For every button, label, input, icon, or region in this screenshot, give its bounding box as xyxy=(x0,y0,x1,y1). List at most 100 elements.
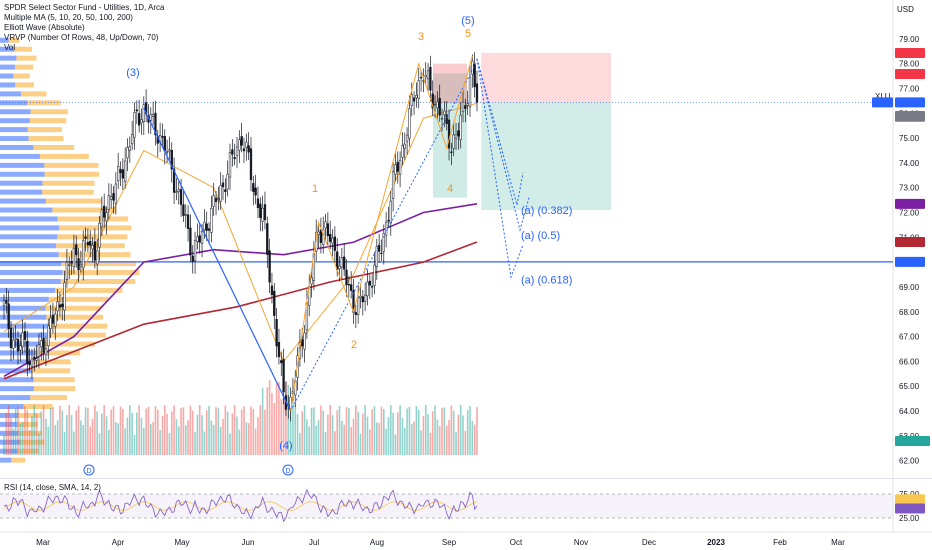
volume-bar xyxy=(168,433,171,455)
price-tick: 66.00 xyxy=(899,357,920,366)
profile-row-up xyxy=(0,91,21,97)
candle-body xyxy=(33,356,36,359)
volume-bar xyxy=(285,381,287,455)
volume-bar xyxy=(238,429,241,455)
indicator-vrvp[interactable]: VRVP (Number Of Rows, 48, Up/Down, 70) xyxy=(4,33,159,42)
volume-bar xyxy=(280,398,283,455)
volume-bar xyxy=(42,405,45,455)
candle-body xyxy=(357,297,360,316)
symbol-title[interactable]: SPDR Select Sector Fund - Utilities, 1D,… xyxy=(4,3,165,12)
profile-row-up xyxy=(0,368,32,374)
wave-label-2: 2 xyxy=(351,339,357,351)
candle-body xyxy=(459,114,462,140)
volume-bar xyxy=(215,407,217,455)
profile-row-down xyxy=(52,207,117,213)
profile-row-down xyxy=(44,162,99,168)
profile-row-up xyxy=(0,46,15,52)
candle-body xyxy=(117,165,120,181)
volume-bar xyxy=(278,381,280,455)
candle-body xyxy=(100,209,104,228)
moving-average-line xyxy=(3,102,478,363)
volume-bar xyxy=(219,426,222,455)
candle-body xyxy=(429,66,432,91)
time-tick: Sep xyxy=(442,538,457,547)
profile-row-down xyxy=(27,100,61,106)
profile-row-down xyxy=(46,314,103,320)
volume-bar xyxy=(19,423,22,455)
candle-body xyxy=(270,285,274,296)
volume-bar xyxy=(189,405,192,455)
profile-row-up xyxy=(0,395,31,401)
volume-bar xyxy=(254,428,257,455)
volume-bar xyxy=(259,405,262,455)
volume-bar xyxy=(245,422,248,455)
profile-row-down xyxy=(8,37,20,43)
candle-body xyxy=(37,344,41,357)
candle-body xyxy=(359,295,362,299)
volume-bar xyxy=(205,410,208,455)
volume-bar xyxy=(208,405,210,455)
rsi-legend[interactable]: RSI (14, close, SMA, 14, 2) xyxy=(4,483,101,492)
candle-body xyxy=(440,118,444,120)
candle-body xyxy=(426,70,430,80)
candle-body xyxy=(203,221,206,230)
volume-bar xyxy=(469,405,471,455)
candle-body xyxy=(161,136,164,138)
volume-bar xyxy=(441,407,443,455)
volume-bar xyxy=(382,408,385,455)
volume-bar xyxy=(198,405,201,455)
candle-body xyxy=(193,239,197,261)
volume-bar xyxy=(394,434,397,455)
time-tick: Apr xyxy=(112,538,125,547)
candle-body xyxy=(9,327,13,348)
candle-body xyxy=(14,338,17,340)
profile-row-down xyxy=(14,64,34,70)
candle-body xyxy=(389,200,392,224)
profile-row-up xyxy=(0,180,43,186)
volume-bar xyxy=(70,415,73,455)
volume-bar xyxy=(187,420,189,455)
profile-row-up xyxy=(0,216,58,222)
candle-body xyxy=(58,304,62,308)
candle-body xyxy=(384,222,388,236)
candle-body xyxy=(133,112,136,138)
candle-body xyxy=(44,348,48,356)
indicator-elliott[interactable]: Elliott Wave (Absolute) xyxy=(4,23,85,32)
candle-body xyxy=(65,261,69,280)
volume-bar xyxy=(364,405,366,455)
candle-body xyxy=(205,223,208,231)
profile-row-up xyxy=(0,153,40,159)
candle-body xyxy=(196,236,199,242)
candle-body xyxy=(35,358,38,361)
volume-bar xyxy=(149,423,152,455)
candle-body xyxy=(317,231,320,235)
candle-body xyxy=(172,168,176,193)
candle-body xyxy=(56,301,59,312)
volume-bar xyxy=(210,420,213,455)
candle-body xyxy=(431,93,434,109)
volume-bar xyxy=(427,414,429,455)
volume-bar xyxy=(117,423,119,455)
time-tick: Aug xyxy=(370,538,384,547)
candle-body xyxy=(473,64,476,88)
candle-body xyxy=(261,207,264,222)
profile-row-up xyxy=(0,127,28,133)
volume-bar xyxy=(424,405,427,455)
profile-row-down xyxy=(29,118,67,124)
volume-bars xyxy=(3,380,478,455)
volume-bar xyxy=(455,432,457,455)
candle-body xyxy=(401,145,404,158)
volume-bar xyxy=(52,407,54,455)
candle-body xyxy=(21,332,24,348)
indicator-ma[interactable]: Multiple MA (5, 10, 20, 50, 100, 200) xyxy=(4,13,133,22)
volume-bar xyxy=(87,408,89,455)
indicator-vol[interactable]: Vol xyxy=(4,43,16,52)
candle-body xyxy=(151,114,155,117)
candle-body xyxy=(126,147,129,159)
candle-body xyxy=(282,359,285,393)
candle-body xyxy=(373,264,376,286)
profile-row-down xyxy=(39,153,89,159)
profile-row-down xyxy=(33,144,75,150)
volume-bar xyxy=(145,408,147,455)
candle-body xyxy=(16,339,20,352)
